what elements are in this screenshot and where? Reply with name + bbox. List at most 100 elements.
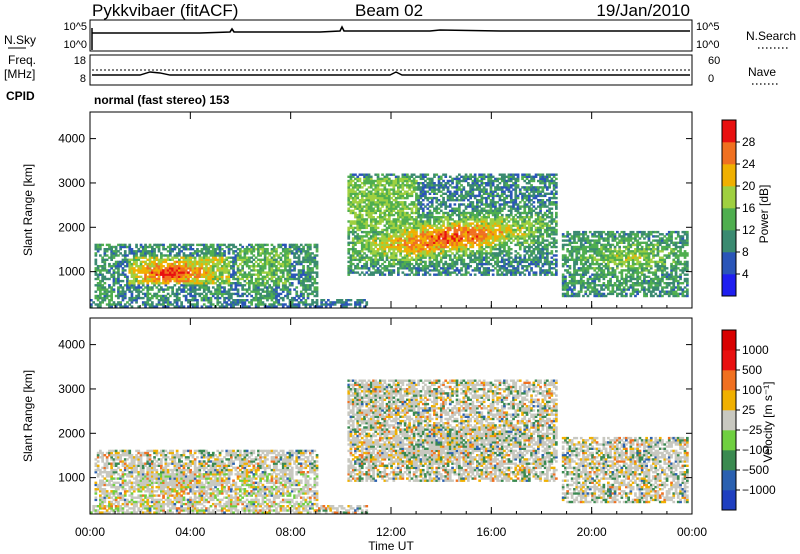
heat-cell	[180, 280, 183, 282]
heat-cell	[354, 178, 357, 180]
heat-cell	[320, 305, 323, 307]
heat-cell	[221, 269, 224, 271]
heat-cell	[523, 188, 526, 190]
heat-cell	[433, 235, 436, 237]
heat-cell	[241, 265, 244, 267]
heat-cell	[295, 305, 298, 307]
heat-cell	[424, 248, 427, 250]
heat-cell	[365, 199, 368, 201]
heat-cell	[465, 274, 468, 276]
heat-cell	[393, 208, 396, 210]
heat-cell	[137, 284, 140, 286]
heat-cell	[300, 284, 303, 286]
heat-cell	[370, 257, 373, 259]
heat-cell	[223, 261, 226, 263]
heat-cell	[397, 186, 400, 188]
heat-cell	[426, 267, 429, 269]
heat-cell	[372, 274, 375, 276]
heat-cell	[449, 259, 452, 261]
heat-cell	[239, 274, 242, 276]
heat-cell	[440, 191, 443, 193]
heat-cell	[368, 269, 371, 271]
heat-cell	[442, 222, 445, 224]
heat-cell	[406, 184, 409, 186]
heat-cell	[216, 265, 219, 267]
heat-cell	[417, 235, 420, 237]
heat-cell	[499, 178, 502, 180]
heat-cell	[492, 176, 495, 178]
heat-cell	[374, 242, 377, 244]
heat-cell	[350, 174, 353, 176]
heat-cell	[472, 216, 475, 218]
heat-cell	[438, 180, 441, 182]
heat-cell	[393, 225, 396, 227]
heat-cell	[523, 250, 526, 252]
heat-cell	[271, 274, 274, 276]
heat-cell	[422, 212, 425, 214]
heat-cell	[97, 276, 100, 278]
heat-cell	[508, 259, 511, 261]
heat-cell	[350, 303, 353, 305]
heat-cell	[508, 201, 511, 203]
heat-cell	[214, 271, 217, 273]
heat-cell	[417, 197, 420, 199]
heat-cell	[447, 233, 450, 235]
heat-cell	[417, 271, 420, 273]
heat-cell	[241, 269, 244, 271]
heat-cell	[508, 235, 511, 237]
heat-cell	[232, 274, 235, 276]
heat-cell	[508, 246, 511, 248]
heat-cell	[194, 299, 197, 301]
heat-cell	[185, 265, 188, 267]
heat-cell	[444, 186, 447, 188]
heat-cell	[133, 269, 136, 271]
heat-cell	[393, 229, 396, 231]
heat-cell	[530, 186, 533, 188]
heat-cell	[384, 248, 387, 250]
heat-cell	[514, 193, 517, 195]
heat-cell	[178, 250, 181, 252]
heat-cell	[162, 280, 165, 282]
heat-cell	[302, 297, 305, 299]
heat-cell	[476, 208, 479, 210]
heat-cell	[476, 188, 479, 190]
heat-cell	[205, 293, 208, 295]
heat-cell	[456, 242, 459, 244]
heat-cell	[95, 284, 98, 286]
heat-cell	[194, 274, 197, 276]
heat-cell	[413, 242, 416, 244]
heat-cell	[162, 282, 165, 284]
heat-cell	[508, 239, 511, 241]
heat-cell	[307, 248, 310, 250]
heat-cell	[126, 301, 129, 303]
heat-cell	[255, 261, 258, 263]
heat-cell	[508, 184, 511, 186]
heat-cell	[99, 274, 102, 276]
heat-cell	[435, 263, 438, 265]
heat-cell	[273, 246, 276, 248]
heat-cell	[119, 246, 122, 248]
heat-cell	[286, 291, 289, 293]
heat-cell	[429, 201, 432, 203]
heat-cell	[510, 176, 513, 178]
heat-cell	[248, 282, 251, 284]
heat-cell	[440, 182, 443, 184]
heat-cell	[232, 278, 235, 280]
heat-cell	[266, 244, 269, 246]
heat-cell	[268, 254, 271, 256]
heat-cell	[216, 286, 219, 288]
heat-cell	[119, 293, 122, 295]
heat-cell	[165, 267, 168, 269]
heat-cell	[433, 274, 436, 276]
heat-cell	[451, 265, 454, 267]
heat-cell	[487, 205, 490, 207]
heat-cell	[420, 237, 423, 239]
heat-cell	[174, 293, 177, 295]
heat-cell	[178, 248, 181, 250]
heat-cell	[435, 261, 438, 263]
heat-cell	[393, 220, 396, 222]
heat-cell	[487, 233, 490, 235]
heat-cell	[508, 263, 511, 265]
heat-cell	[110, 286, 113, 288]
heat-cell	[302, 271, 305, 273]
